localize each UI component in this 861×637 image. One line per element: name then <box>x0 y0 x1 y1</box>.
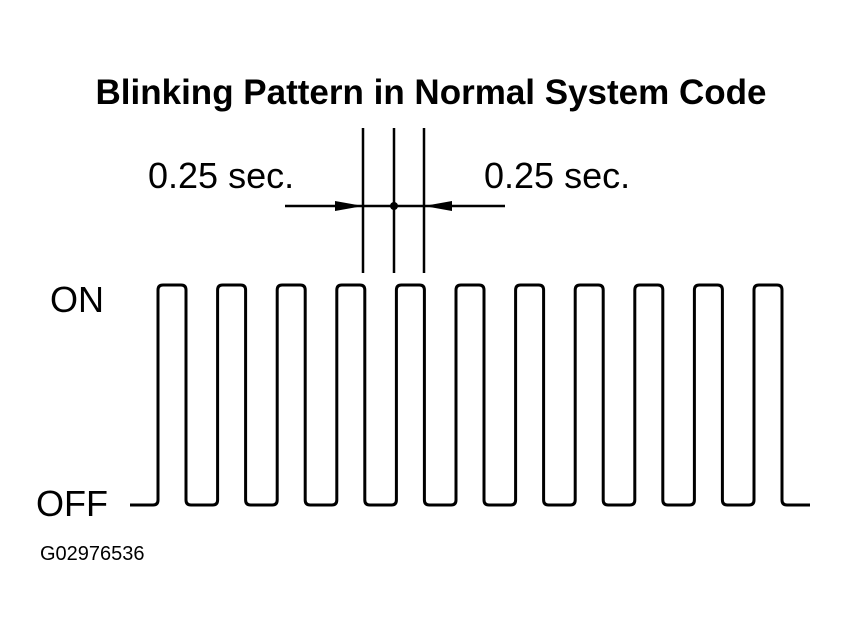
arrowhead <box>424 201 452 211</box>
off-label: OFF <box>36 483 108 524</box>
on-label: ON <box>50 279 104 320</box>
title: Blinking Pattern in Normal System Code <box>96 73 767 112</box>
dot <box>390 202 398 210</box>
figure-id: G02976536 <box>40 543 145 565</box>
arrowhead <box>335 201 363 211</box>
interval-label: 0.25 sec. <box>148 155 294 196</box>
waveform <box>130 283 810 507</box>
interval-label: 0.25 sec. <box>484 155 630 196</box>
